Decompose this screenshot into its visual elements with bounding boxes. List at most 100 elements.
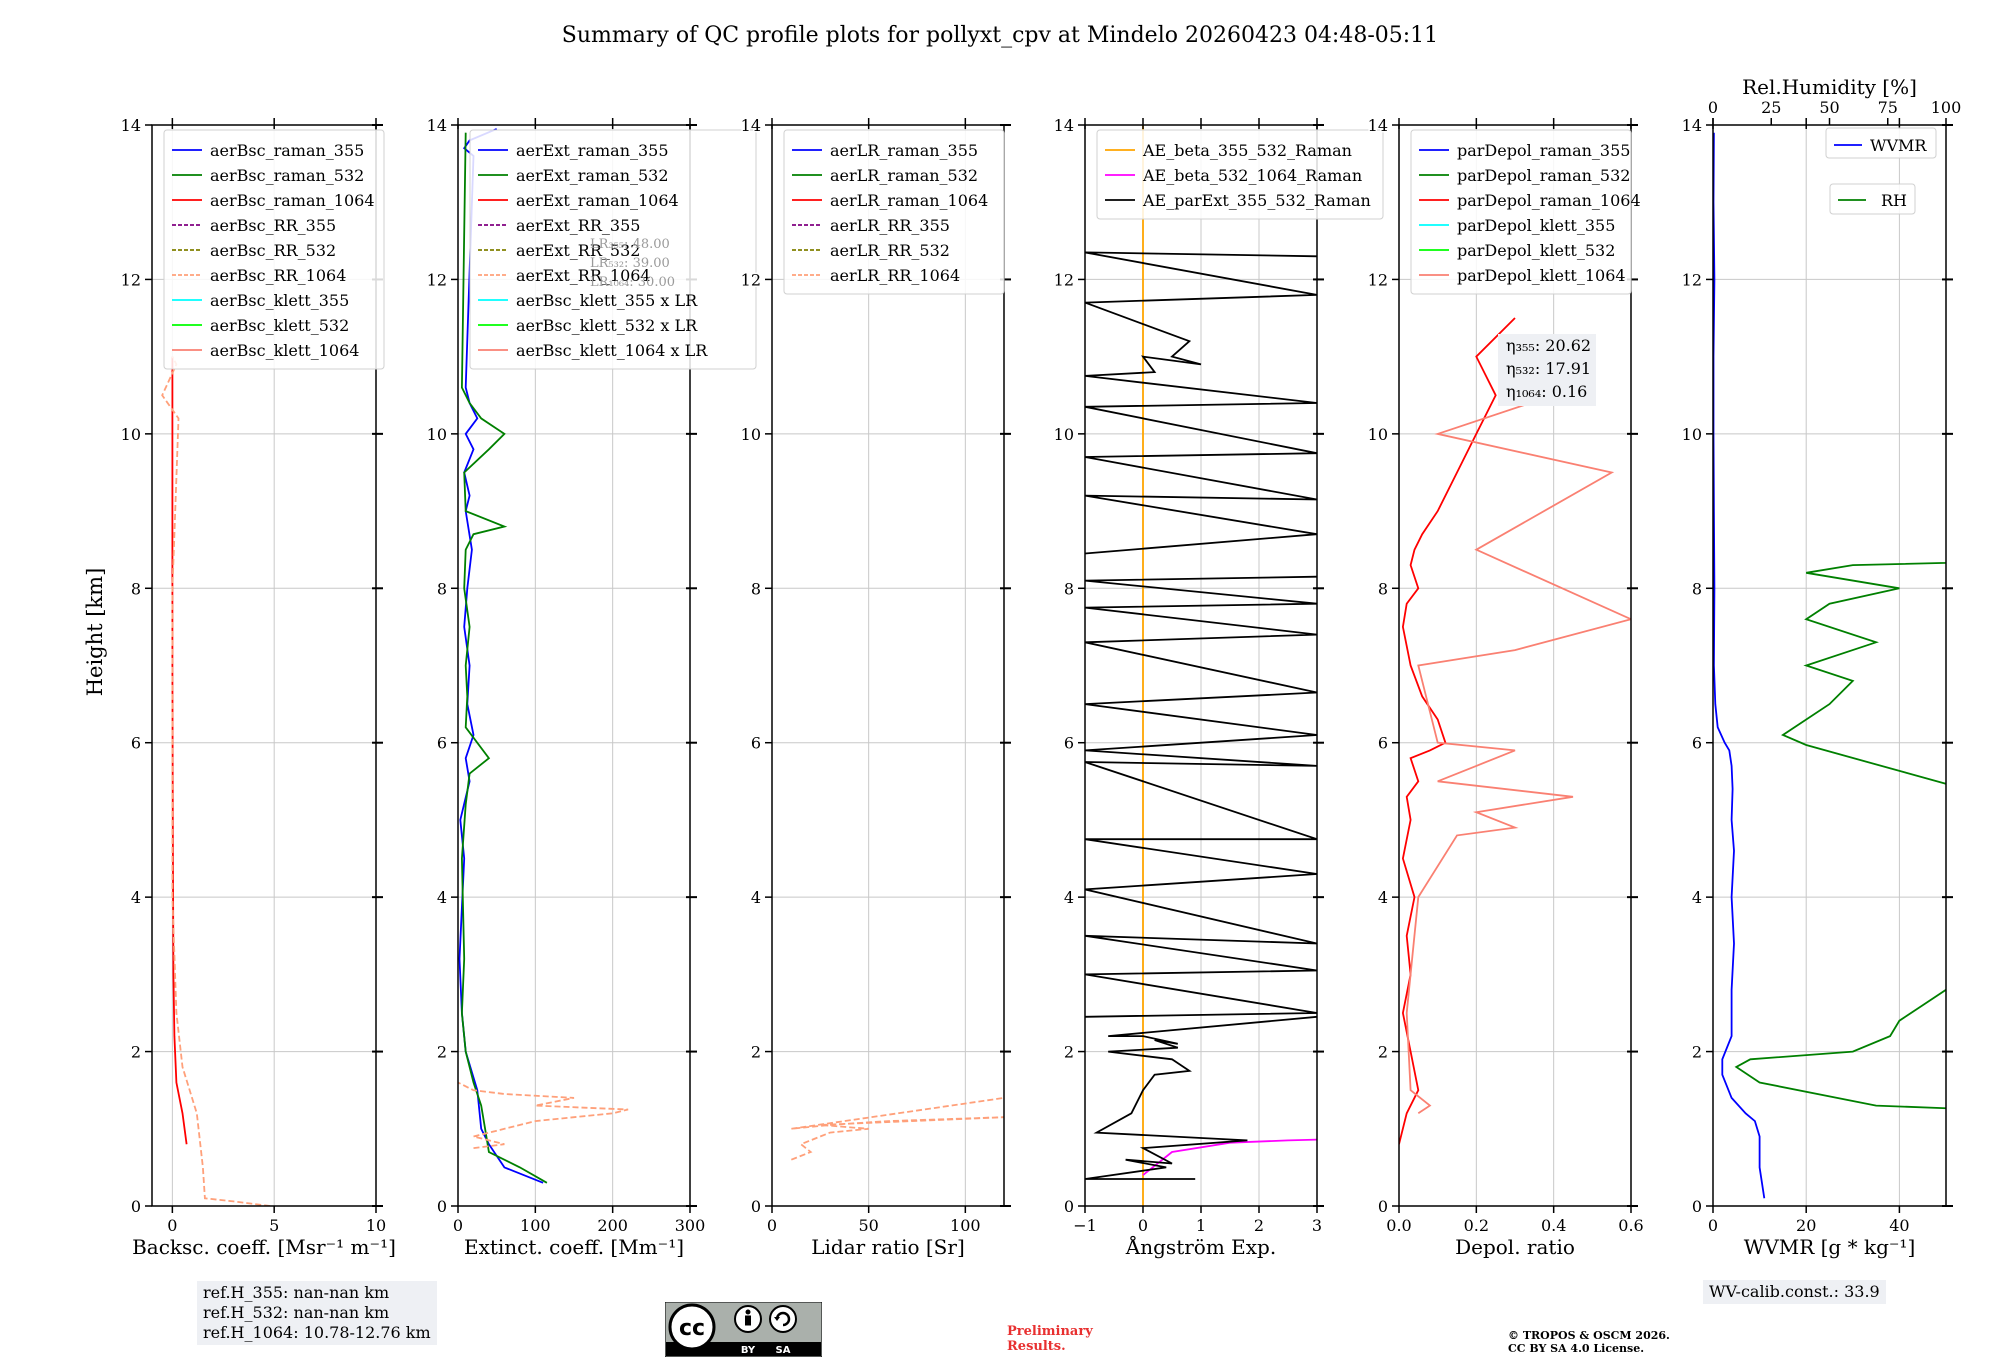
legend-box — [1410, 129, 1632, 295]
y-tick-label: 0 — [1378, 1197, 1388, 1216]
plot-area — [1399, 317, 1631, 1145]
y-tick-label: 8 — [751, 579, 761, 598]
series-aerLR_RR_1064 — [790, 1097, 1004, 1161]
legend-label: aerBsc_RR_1064 — [210, 266, 346, 285]
x-axis-label: Extinct. coeff. [Mm⁻¹] — [464, 1235, 684, 1259]
legend-label: aerExt_raman_532 — [516, 166, 669, 185]
legend-label: aerLR_raman_532 — [830, 166, 978, 185]
y-tick-label: 10 — [1054, 425, 1074, 444]
axes-frame — [771, 124, 1005, 1207]
x-tick-label: 200 — [597, 1216, 628, 1235]
legend-label: RH — [1881, 191, 1907, 210]
y-tick-label: 4 — [1378, 888, 1388, 907]
axes-frame — [151, 124, 377, 1207]
legend-label: aerBsc_RR_355 — [210, 216, 336, 235]
legend-box — [1096, 129, 1384, 220]
legend-label: aerLR_RR_355 — [830, 216, 950, 235]
plot-area — [1085, 125, 1317, 1206]
series-parDepol_klett_1064 — [1405, 394, 1631, 1115]
top-x-tick-label: 0 — [1708, 98, 1718, 117]
y-tick-label: 6 — [1064, 734, 1074, 753]
y-tick-label: 8 — [437, 579, 447, 598]
x-tick-label: 0.0 — [1386, 1216, 1411, 1235]
axes-frame — [1712, 124, 1947, 1207]
plot-area — [1713, 132, 1946, 1199]
legend-box — [163, 129, 385, 370]
y-tick-label: 12 — [741, 270, 761, 289]
legend-label: aerLR_raman_1064 — [830, 191, 988, 210]
plot-area — [790, 1097, 1004, 1161]
y-tick-label: 2 — [751, 1043, 761, 1062]
series-AE_parExt_355_532_Raman_band — [1085, 575, 1317, 1018]
y-axis-label: Height [km] — [83, 568, 107, 697]
legend-label: parDepol_klett_1064 — [1457, 266, 1626, 285]
x-tick-label: 1 — [1196, 1216, 1206, 1235]
y-tick-label: 4 — [131, 888, 141, 907]
x-tick-label: 0 — [767, 1216, 777, 1235]
x-tick-label: 0.6 — [1618, 1216, 1643, 1235]
y-tick-label: 12 — [1682, 270, 1702, 289]
y-tick-label: 10 — [1682, 425, 1702, 444]
figure-title: Summary of QC profile plots for pollyxt_… — [562, 23, 1438, 48]
wv-calibration-text: WV-calib.const.: 33.9 — [1709, 1282, 1880, 1301]
x-axis-label: Ångström Exp. — [1125, 1234, 1276, 1259]
top-x-tick-label: 50 — [1819, 98, 1839, 117]
series-AE_parExt_355_532_Raman_upper — [1085, 251, 1317, 555]
y-tick-label: 2 — [1064, 1043, 1074, 1062]
top-x-tick-label: 75 — [1878, 98, 1898, 117]
legend-label: aerLR_raman_355 — [830, 141, 978, 160]
by-badge-text: BY — [741, 1345, 756, 1356]
legend-label: aerBsc_klett_1064 x LR — [516, 341, 708, 360]
y-tick-label: 4 — [437, 888, 447, 907]
legend-label: aerExt_RR_1064 — [516, 266, 651, 285]
y-tick-label: 2 — [1692, 1043, 1702, 1062]
legend-box — [469, 129, 757, 370]
x-tick-label: 2 — [1254, 1216, 1264, 1235]
y-tick-label: 0 — [131, 1197, 141, 1216]
series-AE_beta_532_1064_Raman — [1142, 1138, 1317, 1176]
panel-depolarization: 0 2 4 6 8 10 12 14 0.0 0.2 0.4 0.6 Depol. ratio parDe… — [1366, 115, 1644, 1260]
top-axis-label: Rel.Humidity [%] — [1742, 75, 1917, 99]
x-tick-label: 0 — [167, 1216, 177, 1235]
legend-label: parDepol_klett_355 — [1457, 216, 1615, 235]
x-tick-label: 0.2 — [1464, 1216, 1489, 1235]
series-aerExt_RR_1064 — [458, 1081, 629, 1149]
x-tick-label: 100 — [950, 1216, 981, 1235]
legend-label: aerExt_RR_532 — [516, 241, 640, 260]
y-tick-label: 2 — [131, 1043, 141, 1062]
wv-calibration-box: WV-calib.const.: 33.9 — [1703, 1280, 1886, 1304]
y-tick-label: 0 — [751, 1197, 761, 1216]
y-tick-label: 10 — [741, 425, 761, 444]
x-axis-label: Lidar ratio [Sr] — [811, 1235, 965, 1259]
legend-label: parDepol_raman_532 — [1457, 166, 1630, 185]
x-tick-label: 100 — [520, 1216, 551, 1235]
legend-label: aerLR_RR_532 — [830, 241, 950, 260]
legend-label: aerExt_raman_355 — [516, 141, 669, 160]
top-x-tick-label: 100 — [1931, 98, 1962, 117]
x-tick-label: 0 — [1708, 1216, 1718, 1235]
y-tick-label: 14 — [1054, 116, 1074, 135]
legend-label: aerExt_RR_355 — [516, 216, 640, 235]
y-tick-label: 14 — [427, 116, 447, 135]
legend-label: parDepol_raman_1064 — [1457, 191, 1641, 210]
cc-icon — [668, 1303, 716, 1351]
share-alike-icon — [769, 1305, 797, 1333]
y-tick-label: 6 — [1378, 734, 1388, 753]
copyright-note: © TROPOS & OSCM 2026. CC BY SA 4.0 Licen… — [1508, 1329, 1670, 1355]
y-tick-label: 6 — [751, 734, 761, 753]
y-tick-label: 0 — [1692, 1197, 1702, 1216]
y-tick-label: 2 — [437, 1043, 447, 1062]
legend-label: parDepol_raman_355 — [1457, 141, 1630, 160]
plot-area — [458, 128, 629, 1184]
depol-annotation-box — [1498, 334, 1596, 406]
legend-box — [783, 129, 1005, 295]
y-tick-label: 10 — [121, 425, 141, 444]
y-tick-label: 6 — [437, 734, 447, 753]
x-tick-label: 5 — [269, 1216, 279, 1235]
legend-label: aerBsc_klett_532 x LR — [516, 316, 698, 335]
legend-label: aerLR_RR_1064 — [830, 266, 960, 285]
